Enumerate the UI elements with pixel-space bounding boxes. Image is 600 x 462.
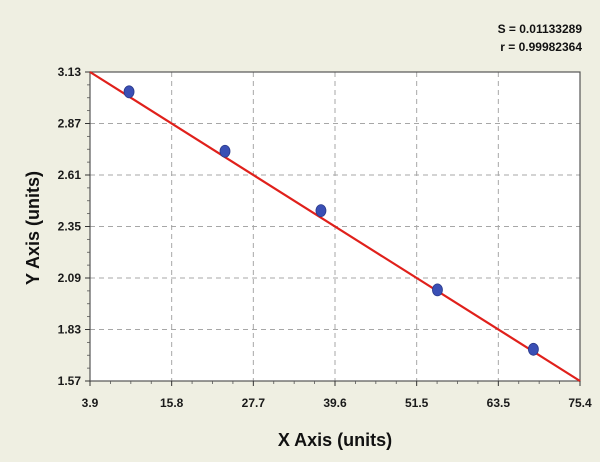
fit-line: [89, 71, 581, 382]
data-point: [315, 204, 327, 218]
y-tick-label: 2.87: [58, 117, 82, 131]
data-point: [432, 283, 443, 297]
data-point: [219, 144, 231, 158]
y-tick-label: 2.61: [58, 168, 82, 182]
stat-r: r = 0.99982364: [500, 40, 582, 54]
data-point: [123, 85, 135, 99]
x-tick-label: 3.9: [82, 396, 99, 410]
y-tick-label: 2.09: [58, 271, 82, 285]
y-tick-label: 2.35: [58, 220, 82, 234]
x-tick-label: 75.4: [568, 396, 592, 410]
x-tick-label: 51.5: [405, 396, 429, 410]
y-tick-label: 3.13: [58, 65, 82, 79]
x-tick-label: 27.7: [242, 396, 266, 410]
points-layer: [123, 85, 539, 356]
x-tick-label: 39.6: [323, 396, 347, 410]
stat-s: S = 0.01133289: [498, 22, 583, 36]
y-tick-label: 1.57: [58, 374, 82, 388]
y-axis-title: Y Axis (units): [23, 171, 43, 285]
y-tick-label: 1.83: [58, 323, 82, 337]
x-axis-title: X Axis (units): [278, 430, 392, 450]
data-point: [527, 342, 539, 356]
fit-layer: [89, 71, 581, 382]
x-tick-label: 15.8: [160, 396, 184, 410]
x-tick-label: 63.5: [487, 396, 511, 410]
ticks-layer: 3.9 15.8 27.7 39.6 51.5 63.5 75.4 1.57 1.83 2.09 2…: [58, 65, 592, 410]
